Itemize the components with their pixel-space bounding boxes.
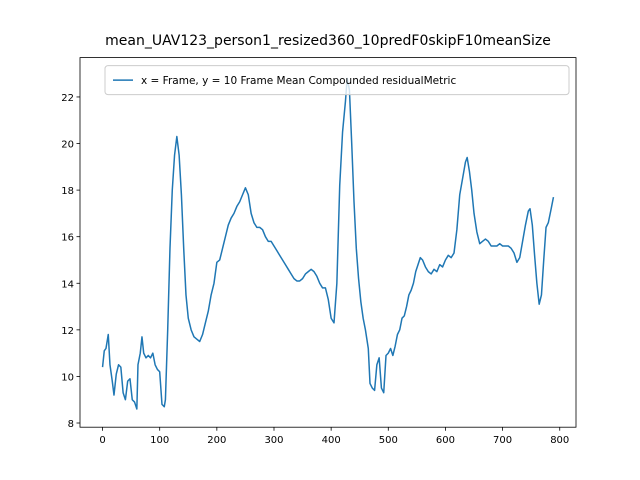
legend-label: x = Frame, y = 10 Frame Mean Compounded …	[141, 75, 456, 87]
data-line	[101, 77, 555, 410]
x-tick-label: 200	[207, 435, 226, 446]
y-tick-label: 16	[61, 233, 74, 244]
legend-frame	[104, 65, 570, 96]
y-tick-label: 20	[61, 140, 74, 151]
plot-frame	[79, 57, 577, 428]
x-tick-label: 100	[150, 435, 169, 446]
y-tick-label: 22	[61, 93, 74, 104]
x-tick-label: 600	[436, 435, 455, 446]
y-tick-label: 12	[61, 326, 74, 337]
x-tick-label: 500	[379, 435, 398, 446]
y-tick-label: 18	[61, 186, 74, 197]
legend: x = Frame, y = 10 Frame Mean Compounded …	[104, 65, 570, 96]
x-tick-label: 800	[550, 435, 569, 446]
x-tick-label: 400	[322, 435, 341, 446]
y-tick-label: 10	[61, 372, 74, 383]
x-tick-label: 700	[493, 435, 512, 446]
y-tick-label: 14	[61, 279, 74, 290]
x-tick-label: 0	[99, 435, 105, 446]
y-tick-label: 8	[68, 419, 74, 430]
chart-title: mean_UAV123_person1_resized360_10predF0s…	[105, 33, 551, 49]
x-tick-label: 300	[264, 435, 283, 446]
